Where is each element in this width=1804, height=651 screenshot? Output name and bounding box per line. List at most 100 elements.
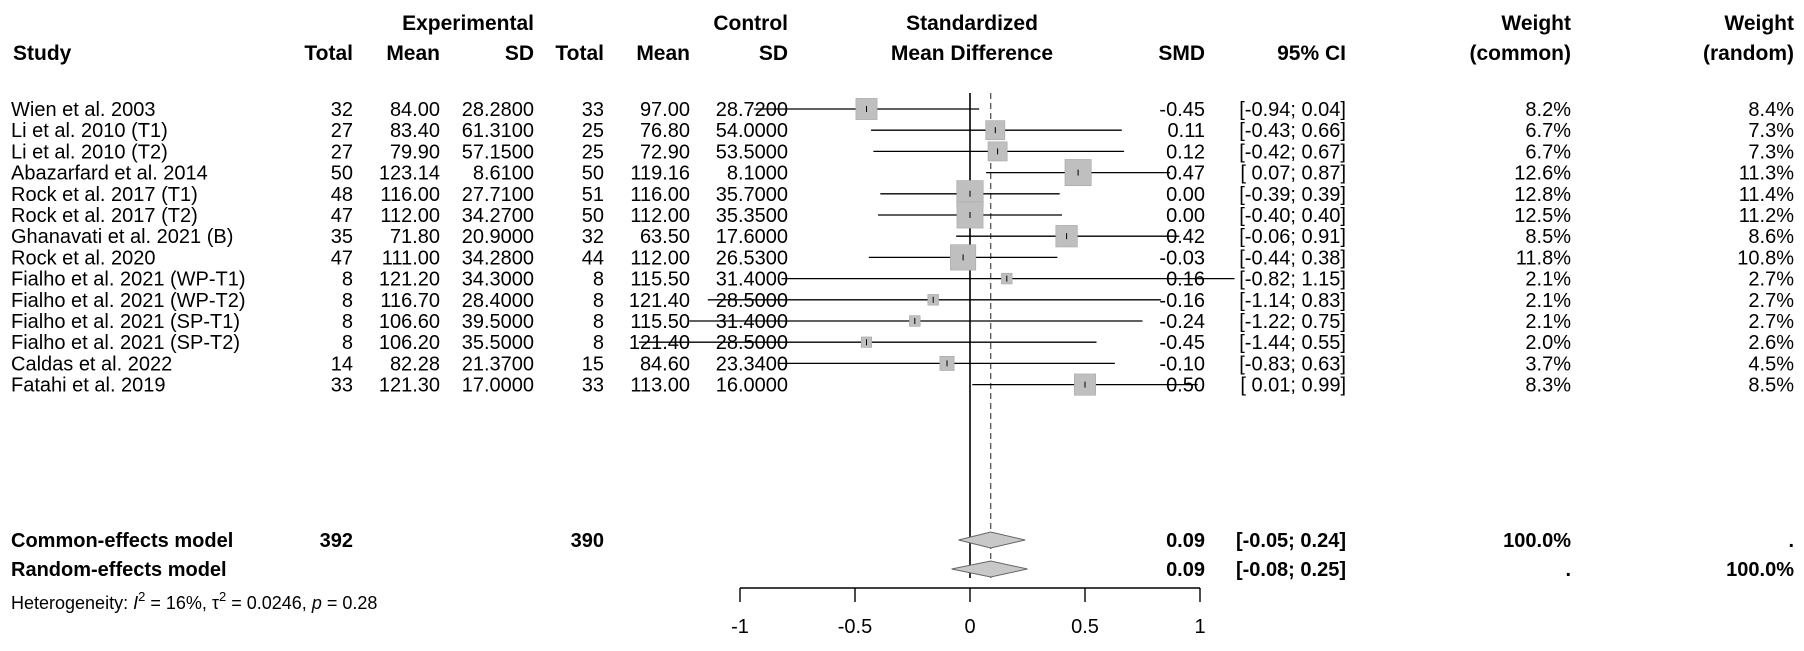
ctl-mean: 119.16 [630,163,690,185]
weight-random: 11.3% [1739,163,1794,185]
study-name: Fialho et al. 2021 (SP-T1) [11,311,240,333]
smd-value: 0.11 [1168,120,1205,142]
exp-total: 32 [331,99,353,121]
ctl-total: 50 [582,205,604,227]
weight-common: 12.5% [1514,205,1571,227]
model-label: Common-effects model [11,530,233,552]
header-weight-random-1: Weight [1724,12,1794,35]
ctl-total: 51 [582,184,604,206]
ci-value: [-1.14; 0.83] [1239,290,1346,312]
weight-common: 8.5% [1525,226,1571,248]
exp-total: 8 [342,311,353,333]
ctl-sd: 54.0000 [716,120,788,142]
weight-random: 4.5% [1748,353,1794,375]
exp-sd: 35.5000 [462,332,534,354]
header-smd: SMD [1158,42,1205,65]
ci-value: [-0.40; 0.40] [1239,205,1346,227]
ctl-sd: 31.4000 [716,269,788,291]
model-label: Random-effects model [11,559,227,581]
ctl-total: 50 [582,163,604,185]
summary-rows: Common-effects model 392 390 0.09 [-0.05; 0.… [11,530,1794,581]
weight-common: 2.1% [1525,290,1571,312]
heterogeneity-text: Heterogeneity: I2 = 16%, τ2 = 0.0246, p … [11,589,377,613]
ci-value: [-0.06; 0.91] [1239,226,1346,248]
study-name: Rock et al. 2017 (T1) [11,184,198,206]
smd-value: -0.24 [1159,311,1205,333]
exp-sd: 28.4000 [462,290,534,312]
smd-value: -0.45 [1159,99,1205,121]
exp-sd: 34.2700 [462,205,534,227]
ctl-sd: 16.0000 [716,375,788,397]
ctl-mean: 84.60 [640,353,690,375]
study-rows: Wien et al. 2003 32 84.00 28.2800 33 97.00 28.… [11,99,1794,397]
ctl-total: 25 [582,141,604,163]
ctl-total: 44 [582,247,604,269]
exp-sd: 20.9000 [462,226,534,248]
weight-random: 2.7% [1748,290,1794,312]
model-smd: 0.09 [1166,530,1205,552]
ctl-sd: 17.6000 [716,226,788,248]
weight-random: 11.4% [1739,184,1794,206]
exp-mean: 79.90 [390,141,440,163]
exp-total: 48 [331,184,353,206]
ci-value: [-1.22; 0.75] [1239,311,1346,333]
model-weight-random: . [1788,530,1794,552]
weight-random: 8.4% [1748,99,1794,121]
weight-common: 11.8% [1516,247,1571,269]
x-axis-tick-label: 1 [1194,616,1205,638]
ctl-sd: 26.5300 [716,247,788,269]
header-smd-title-2: Mean Difference [891,42,1053,65]
exp-sd: 8.6100 [473,163,534,185]
tau-exponent: 2 [219,589,226,604]
header-experimental: Experimental [402,12,534,35]
exp-total: 35 [331,226,353,248]
smd-value: 0.42 [1166,226,1205,248]
exp-mean: 123.14 [379,163,440,185]
exp-total: 27 [331,120,353,142]
smd-value: 0.00 [1166,184,1205,206]
model-ci: [-0.08; 0.25] [1236,559,1346,581]
ctl-mean: 63.50 [640,226,690,248]
exp-mean: 84.00 [390,99,440,121]
weight-random: 10.8% [1737,247,1794,269]
smd-value: 0.00 [1166,205,1205,227]
exp-mean: 121.30 [379,375,440,397]
ctl-sd: 28.5000 [716,290,788,312]
exp-total: 33 [331,375,353,397]
ctl-total: 25 [582,120,604,142]
p-symbol: p [311,593,322,613]
exp-mean: 112.00 [380,205,440,227]
weight-random: 7.3% [1748,141,1794,163]
weight-common: 12.6% [1514,163,1571,185]
ctl-total: 8 [593,311,604,333]
model-weight-common: 100.0% [1503,530,1571,552]
ctl-sd: 31.4000 [716,311,788,333]
ci-value: [-0.94; 0.04] [1239,99,1346,121]
smd-value: 0.16 [1166,269,1205,291]
ctl-mean: 121.40 [629,290,690,312]
x-axis-tick-label: 0 [964,616,975,638]
weight-common: 12.8% [1514,184,1571,206]
ci-value: [ 0.07; 0.87] [1240,163,1346,185]
exp-mean: 83.40 [390,120,440,142]
header-ci: 95% CI [1277,42,1346,65]
ctl-total: 15 [582,353,604,375]
x-axis-tick-label: -1 [731,616,749,638]
weight-random: 2.7% [1748,269,1794,291]
study-name: Li et al. 2010 (T1) [11,120,168,142]
ctl-total: 8 [593,332,604,354]
model-ci: [-0.05; 0.24] [1236,530,1346,552]
smd-value: 0.50 [1166,375,1205,397]
exp-mean: 71.80 [390,226,440,248]
ci-value: [-0.83; 0.63] [1239,353,1346,375]
ctl-sd: 28.7200 [716,99,788,121]
ctl-mean: 112.00 [630,205,690,227]
model-weight-random: 100.0% [1726,559,1794,581]
ctl-sd: 8.1000 [727,163,788,185]
exp-sd: 57.1500 [462,141,534,163]
exp-sd: 27.7100 [462,184,534,206]
ci-value: [-0.44; 0.38] [1239,247,1346,269]
ctl-mean: 112.00 [630,247,690,269]
i2-exponent: 2 [138,589,145,604]
smd-value: -0.45 [1159,332,1205,354]
